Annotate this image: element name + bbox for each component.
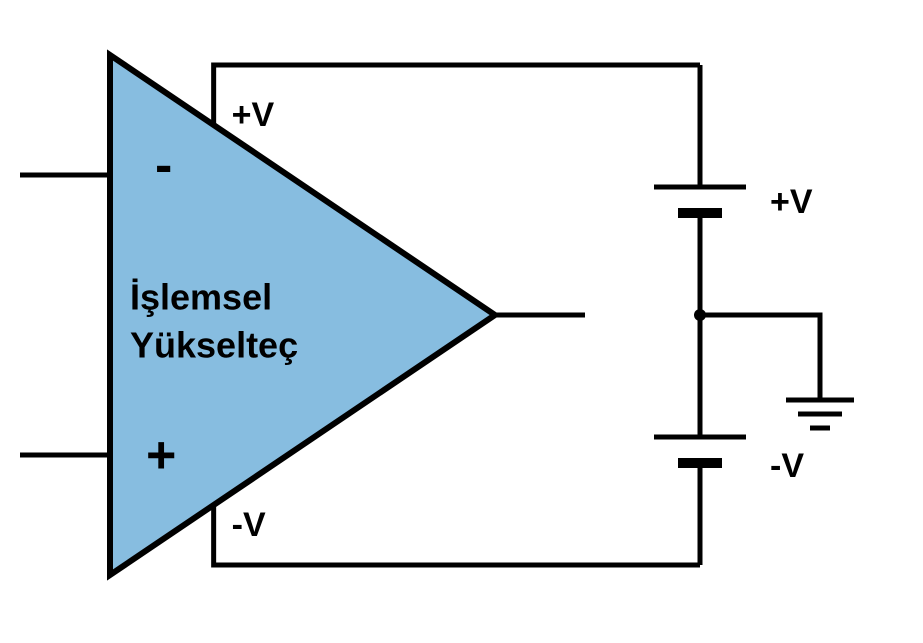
- opamp-body-line2: Yükselteç: [130, 325, 298, 366]
- rail-label-top: +V: [232, 96, 275, 134]
- rail-label-bottom: -V: [232, 506, 266, 544]
- opamp-body-line1: İşlemsel: [130, 277, 272, 318]
- supply-label-top: +V: [770, 183, 813, 221]
- supply-label-bottom: -V: [770, 447, 804, 485]
- opamp-plus-sign: +: [146, 427, 176, 485]
- node-ground-junction: [694, 309, 706, 321]
- opamp-minus-sign: -: [155, 137, 172, 195]
